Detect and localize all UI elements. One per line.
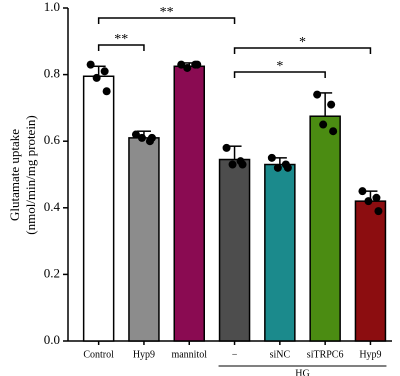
- data-point: [364, 197, 373, 206]
- y-tick-label: 0.6: [44, 132, 61, 147]
- data-point: [319, 120, 328, 129]
- data-point: [137, 133, 146, 142]
- significance-bracket: [97, 44, 145, 51]
- y-tick-label: 0.4: [44, 199, 61, 214]
- y-axis-title: Glutamate uptake (nmol/min/mg protein): [7, 115, 38, 235]
- data-point: [92, 73, 101, 82]
- significance-label: *: [299, 35, 306, 50]
- x-tick-label: −: [232, 349, 238, 360]
- y-tick-label: 1.0: [44, 0, 60, 14]
- data-point: [147, 133, 156, 142]
- bar: [218, 158, 251, 342]
- x-tick-label: mannitol: [171, 349, 207, 360]
- data-point: [183, 63, 192, 72]
- data-point: [193, 60, 202, 69]
- data-point: [283, 163, 292, 172]
- data-point: [372, 193, 381, 202]
- x-tick-label: Hyp9: [133, 349, 155, 360]
- data-point: [358, 187, 367, 196]
- data-point: [102, 87, 111, 96]
- x-tick-label: siTRPC6: [307, 349, 344, 360]
- data-point: [267, 153, 276, 162]
- bar: [173, 65, 205, 342]
- data-point: [374, 207, 383, 216]
- significance-bracket: [233, 71, 326, 78]
- bar: [309, 115, 341, 342]
- y-axis-title-line: Glutamate uptake: [7, 129, 22, 221]
- significance-bracket: [97, 17, 236, 24]
- significance-bracket: [233, 47, 372, 54]
- data-point: [222, 143, 231, 152]
- bar: [82, 75, 115, 342]
- y-axis-title-line: (nmol/min/mg protein): [23, 115, 38, 235]
- data-point: [86, 60, 95, 69]
- significance-label: **: [160, 5, 174, 20]
- significance-label: **: [114, 32, 128, 47]
- bar: [354, 200, 387, 342]
- y-tick-label: 0.8: [44, 66, 60, 81]
- x-tick-label: Hyp9: [359, 349, 381, 360]
- group-label: HG: [295, 368, 309, 376]
- data-point: [228, 160, 237, 169]
- data-point: [238, 160, 247, 169]
- y-tick-label: 0.0: [44, 332, 60, 347]
- y-tick-label: 0.2: [44, 265, 60, 280]
- data-point: [327, 100, 336, 109]
- data-point: [313, 90, 322, 99]
- data-point: [329, 127, 338, 136]
- bar: [264, 163, 296, 342]
- significance-label: *: [276, 59, 283, 74]
- data-point: [131, 130, 140, 139]
- data-point: [273, 163, 282, 172]
- x-tick-label: Control: [83, 349, 114, 360]
- data-point: [100, 67, 109, 76]
- data-point: [177, 60, 186, 69]
- x-tick-label: siNC: [270, 349, 291, 360]
- bar: [128, 137, 160, 342]
